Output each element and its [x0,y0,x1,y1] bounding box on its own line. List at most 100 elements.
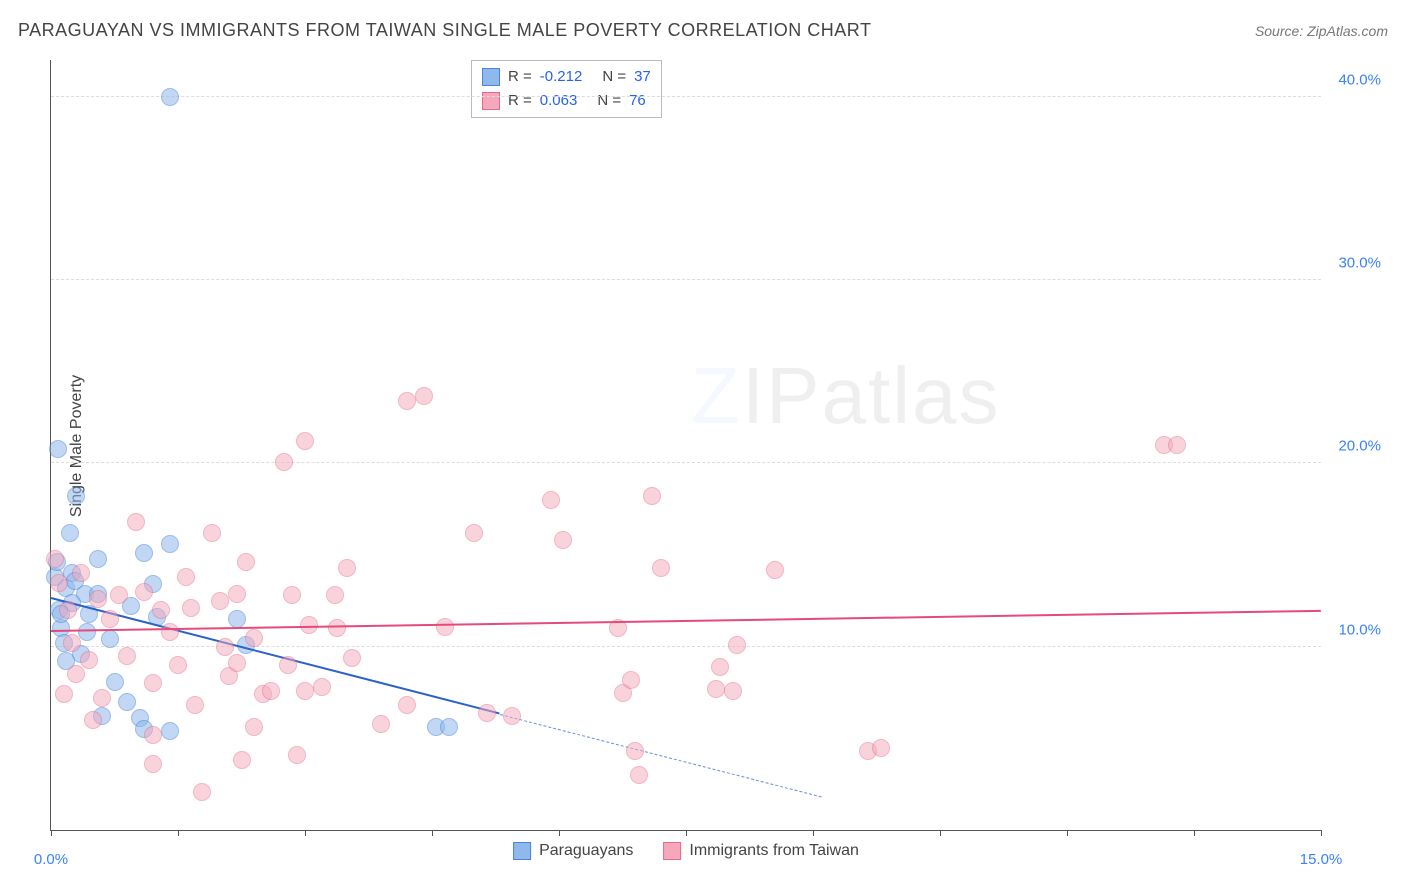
data-point [245,629,263,647]
data-point [300,616,318,634]
stats-r-label: R = [508,65,532,89]
legend-swatch [513,842,531,860]
x-tick [1321,830,1322,836]
data-point [144,674,162,692]
data-point [465,524,483,542]
stats-r-label: R = [508,89,532,113]
data-point [84,711,102,729]
data-point [144,755,162,773]
data-point [80,651,98,669]
watermark: ZIPatlas [691,350,1000,442]
data-point [372,715,390,733]
data-point [55,685,73,703]
data-point [622,671,640,689]
x-tick-label: 15.0% [1300,851,1343,868]
x-tick [1067,830,1068,836]
data-point [288,746,306,764]
data-point [127,513,145,531]
data-point [245,718,263,736]
data-point [398,392,416,410]
data-point [872,739,890,757]
stats-row: R = -0.212N = 37 [482,65,651,89]
chart-title: PARAGUAYAN VS IMMIGRANTS FROM TAIWAN SIN… [18,20,871,41]
legend-swatch [482,68,500,86]
y-tick-label: 20.0% [1338,438,1381,455]
x-tick [940,830,941,836]
data-point [67,487,85,505]
data-point [724,682,742,700]
data-point [237,553,255,571]
legend-item: Immigrants from Taiwan [663,842,859,860]
stats-r-value: 0.063 [540,89,578,113]
x-tick [1194,830,1195,836]
data-point [144,726,162,744]
data-point [554,531,572,549]
data-point [101,630,119,648]
data-point [275,453,293,471]
y-tick-label: 30.0% [1338,255,1381,272]
stats-n-label: N = [602,65,626,89]
x-tick [305,830,306,836]
data-point [338,559,356,577]
data-point [326,586,344,604]
data-point [161,722,179,740]
data-point [211,592,229,610]
data-point [89,590,107,608]
data-point [169,656,187,674]
data-point [193,783,211,801]
data-point [93,689,111,707]
data-point [1168,436,1186,454]
stats-legend: R = -0.212N = 37R = 0.063 N = 76 [471,60,662,118]
x-tick [51,830,52,836]
gridline [51,462,1321,463]
stats-n-label: N = [597,89,621,113]
x-tick [178,830,179,836]
stats-n-value: 76 [629,89,646,113]
data-point [296,432,314,450]
x-tick [686,830,687,836]
data-point [161,623,179,641]
stats-row: R = 0.063 N = 76 [482,89,651,113]
data-point [110,586,128,604]
data-point [766,561,784,579]
data-point [228,585,246,603]
data-point [228,654,246,672]
data-point [503,707,521,725]
data-point [440,718,458,736]
data-point [283,586,301,604]
data-point [135,583,153,601]
data-point [49,440,67,458]
data-point [161,88,179,106]
data-point [72,564,90,582]
data-point [106,673,124,691]
data-point [328,619,346,637]
data-point [46,550,64,568]
data-point [707,680,725,698]
data-point [67,665,85,683]
legend-label: Paraguayans [539,842,633,860]
data-point [59,601,77,619]
data-point [478,704,496,722]
data-point [262,682,280,700]
data-point [436,618,454,636]
data-point [313,678,331,696]
stats-n-value: 37 [634,65,651,89]
x-tick-label: 0.0% [34,851,68,868]
data-point [135,544,153,562]
legend-label: Immigrants from Taiwan [689,842,859,860]
x-tick [559,830,560,836]
data-point [542,491,560,509]
data-point [233,751,251,769]
data-point [50,574,68,592]
data-point [643,487,661,505]
y-tick-label: 10.0% [1338,621,1381,638]
series-legend: Paraguayans Immigrants from Taiwan [513,842,859,860]
data-point [118,693,136,711]
data-point [296,682,314,700]
data-point [415,387,433,405]
data-point [398,696,416,714]
plot-area: ZIPatlas R = -0.212N = 37R = 0.063 N = 76… [50,60,1321,831]
data-point [279,656,297,674]
trend-line-extrapolated [500,714,822,797]
gridline [51,279,1321,280]
